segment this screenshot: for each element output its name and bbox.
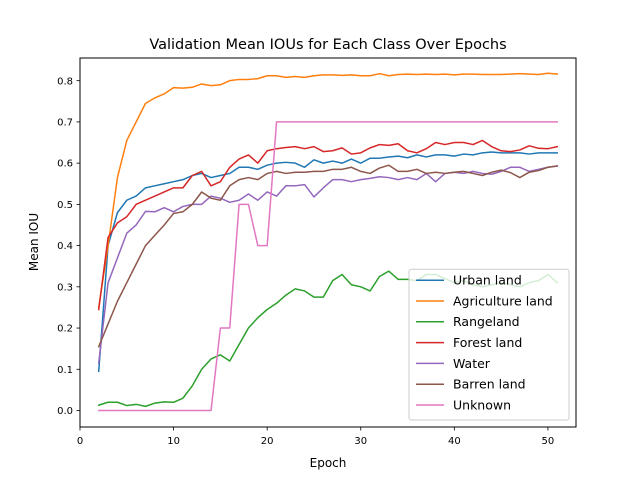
y-tick-label: 0.7 — [57, 118, 73, 129]
x-tick-label: 10 — [167, 436, 180, 447]
series-line-water — [97, 165, 559, 364]
series-line-urban-land — [97, 151, 559, 373]
x-axis-label: Epoch — [310, 456, 347, 470]
series-line-forest-land — [97, 139, 559, 311]
series-layer — [97, 72, 559, 412]
y-tick-label: 0.4 — [57, 241, 73, 252]
y-tick-label: 0.3 — [57, 282, 73, 293]
x-tick-label: 20 — [261, 436, 274, 447]
legend-label-barren-land: Barren land — [453, 377, 526, 392]
legend-label-rangeland: Rangeland — [453, 314, 520, 329]
x-tick-label: 30 — [354, 436, 367, 447]
y-tick-label: 0.8 — [57, 76, 73, 87]
series-line-barren-land — [97, 164, 559, 348]
x-tick-label: 40 — [448, 436, 461, 447]
y-tick-label: 0.1 — [57, 365, 73, 376]
chart-title: Validation Mean IOUs for Each Class Over… — [149, 37, 506, 53]
x-tick-label: 50 — [542, 436, 555, 447]
x-axis-ticks: 0 10 20 30 40 50 — [77, 427, 554, 447]
y-tick-label: 0.6 — [57, 159, 73, 170]
series-line-agriculture-land — [97, 72, 559, 309]
y-axis-ticks: 0.0 0.1 0.2 0.3 0.4 0.5 0.6 0.7 0.8 — [57, 76, 80, 417]
plot-frame — [79, 57, 577, 428]
legend-box — [408, 268, 570, 421]
legend-label-urban-land: Urban land — [453, 273, 522, 288]
y-tick-label: 0.0 — [57, 406, 73, 417]
y-tick-label: 0.5 — [57, 200, 73, 211]
legend-label-water: Water — [453, 356, 491, 371]
legend-label-forest-land: Forest land — [453, 335, 522, 350]
series-line-unknown — [97, 121, 559, 412]
x-tick-label: 0 — [77, 436, 83, 447]
y-tick-label: 0.2 — [57, 324, 73, 335]
legend: Urban land Agriculture land Rangeland Fores… — [408, 268, 570, 421]
legend-label-unknown: Unknown — [453, 397, 511, 412]
y-axis-label: Mean IOU — [27, 213, 41, 271]
legend-label-agriculture-land: Agriculture land — [453, 293, 553, 308]
